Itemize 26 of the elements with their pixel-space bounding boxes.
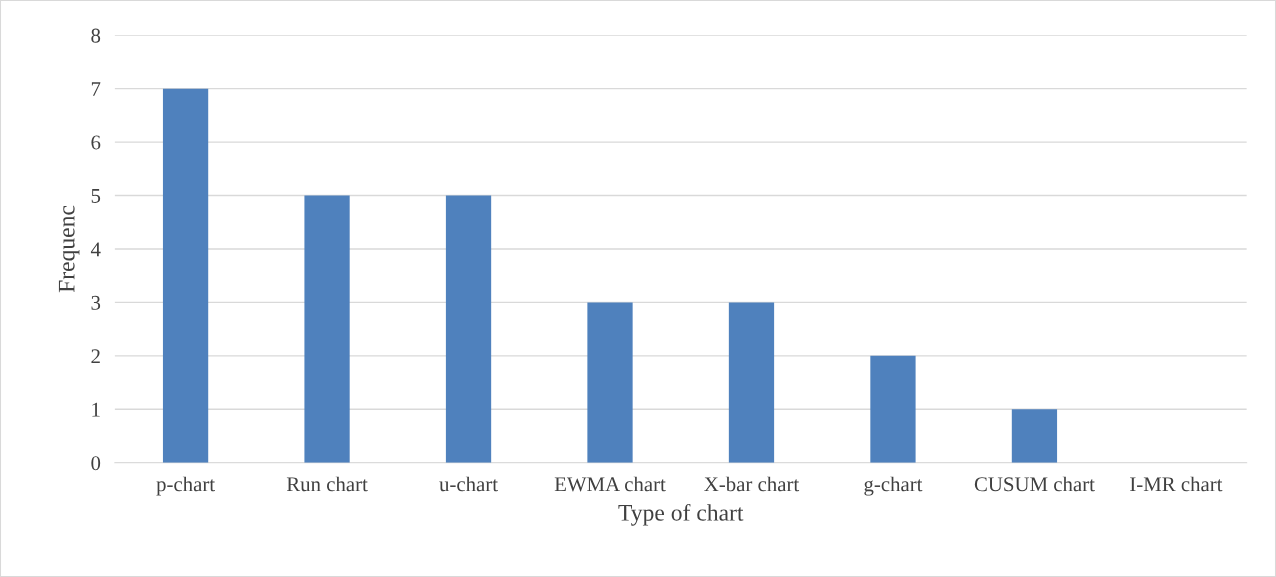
x-tick-label: u-chart [439, 476, 498, 492]
bar [304, 195, 350, 463]
y-tick-label: 0 [91, 456, 101, 471]
y-axis-title: Frequenc [58, 205, 80, 293]
x-axis-title: Type of chart [618, 503, 744, 526]
x-tick-label: Run chart [286, 476, 368, 492]
y-tick-label: 4 [90, 242, 101, 257]
y-tick-label: 6 [91, 135, 101, 150]
bar [870, 355, 916, 463]
y-tick-label: 5 [91, 189, 101, 203]
y-tick-label: 7 [91, 82, 101, 96]
bar [1011, 409, 1058, 463]
x-tick-label: I-MR chart [1130, 476, 1223, 492]
x-tick-label: p-chart [156, 476, 215, 496]
bar [587, 302, 633, 463]
y-tick-label: 3 [91, 295, 101, 310]
y-tick-label: 8 [91, 28, 101, 43]
y-tick-label: 1 [92, 402, 100, 417]
x-tick-label: X-bar chart [704, 476, 800, 492]
x-tick-label: g-chart [864, 476, 923, 496]
bar [162, 88, 209, 463]
bar [445, 195, 492, 463]
bar [728, 302, 775, 463]
y-tick-label: 2 [91, 349, 100, 364]
x-tick-label: CUSUM chart [974, 476, 1095, 492]
x-tick-label: EWMA chart [554, 476, 666, 492]
